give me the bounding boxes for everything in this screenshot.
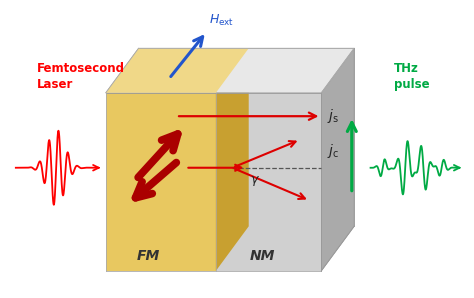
Text: $\mathit{j}_{\rm c}$: $\mathit{j}_{\rm c}$: [327, 142, 339, 160]
Text: $\gamma$: $\gamma$: [250, 174, 260, 188]
Text: $\mathit{H}_{\rm ext}$: $\mathit{H}_{\rm ext}$: [209, 13, 234, 28]
Text: Femtosecond
Laser: Femtosecond Laser: [36, 62, 125, 91]
Polygon shape: [106, 93, 216, 271]
Polygon shape: [216, 48, 249, 271]
Polygon shape: [106, 48, 354, 93]
Polygon shape: [216, 93, 321, 271]
Text: NM: NM: [250, 249, 275, 263]
Text: THz
pulse: THz pulse: [394, 62, 429, 91]
Polygon shape: [321, 48, 354, 271]
Text: FM: FM: [137, 249, 160, 263]
Polygon shape: [216, 48, 249, 271]
Polygon shape: [106, 48, 249, 93]
Text: $\mathit{j}_{\rm s}$: $\mathit{j}_{\rm s}$: [327, 107, 339, 125]
